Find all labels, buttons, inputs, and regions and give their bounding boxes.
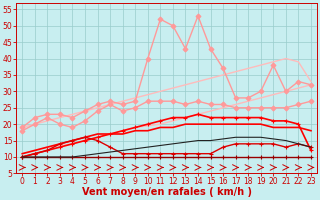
X-axis label: Vent moyen/en rafales ( km/h ): Vent moyen/en rafales ( km/h ) [82,187,252,197]
